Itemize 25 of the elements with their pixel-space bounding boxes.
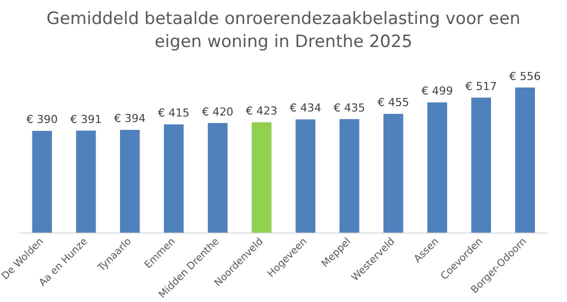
data-label: € 415 — [158, 106, 190, 120]
bar — [383, 114, 404, 233]
bar — [164, 124, 184, 233]
bar — [427, 102, 448, 233]
data-label: € 517 — [465, 80, 497, 94]
data-label: € 434 — [290, 102, 322, 115]
data-label: € 455 — [378, 96, 410, 110]
data-label: € 391 — [70, 112, 102, 126]
data-label: € 435 — [334, 101, 366, 114]
data-label: € 390 — [26, 113, 58, 126]
bar — [340, 119, 360, 233]
chart-title: Gemiddeld betaalde onroerendezaakbelasting voor een eigen woning in Drenthe 2025 — [46, 8, 522, 54]
data-label: € 420 — [202, 105, 234, 118]
bar — [296, 119, 316, 233]
bar — [252, 122, 272, 233]
bar — [120, 130, 140, 233]
bar — [32, 130, 52, 233]
bar — [471, 98, 492, 233]
data-label: € 556 — [509, 70, 541, 83]
data-label: € 499 — [421, 84, 453, 98]
bar — [515, 87, 535, 233]
bar — [208, 123, 228, 233]
data-label: € 423 — [246, 104, 278, 118]
data-label: € 394 — [114, 112, 146, 126]
bar — [76, 130, 96, 233]
